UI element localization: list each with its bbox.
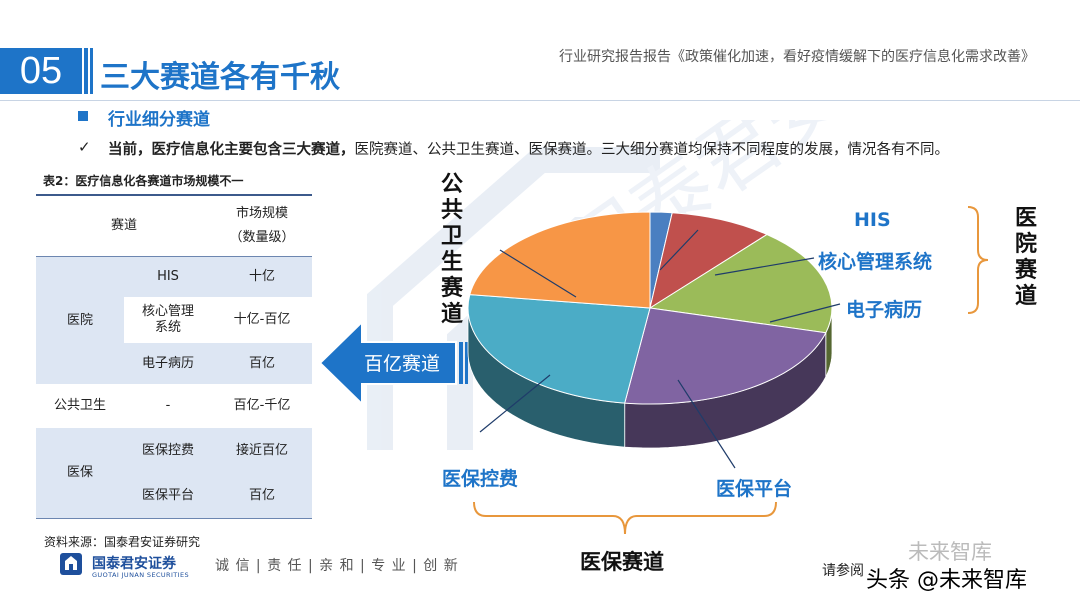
label-insurance-track: 医保赛道 bbox=[580, 550, 664, 574]
leader-control bbox=[479, 374, 551, 433]
pie-slice-core bbox=[649, 212, 769, 310]
insurance-bracket bbox=[473, 501, 777, 535]
table-cell-sub: - bbox=[165, 398, 171, 413]
label-his: HIS bbox=[854, 209, 891, 231]
pie-leader-lines bbox=[479, 229, 841, 469]
arrow-label: 百亿赛道 bbox=[363, 353, 440, 375]
pie-slice-platform bbox=[624, 307, 827, 405]
header-rule bbox=[0, 100, 1080, 101]
table-group-insurance: 医保 bbox=[36, 428, 124, 518]
pie-chart bbox=[467, 211, 841, 469]
table-cell-size: 十亿-百亿 bbox=[233, 312, 291, 327]
table-top-rule bbox=[36, 194, 312, 196]
summary-normal: 医院赛道、公共卫生赛道、医保赛道。三大细分赛道均保持不同程度的发展，情况各有不同… bbox=[354, 142, 950, 158]
bullet-square-icon bbox=[78, 111, 88, 121]
source-watermark: 头条 @未来智库 bbox=[866, 568, 1027, 593]
table-header-rule bbox=[36, 256, 312, 257]
leader-public bbox=[499, 249, 577, 298]
table-header-size: 市场规模 （数量级） bbox=[212, 196, 312, 256]
company-slogan: 诚 信 | 责 任 | 亲 和 | 专 业 | 创 新 bbox=[215, 558, 459, 574]
label-public-health-track: 公共卫生赛道 bbox=[440, 172, 463, 327]
table-header-size-line2: （数量级） bbox=[229, 230, 295, 245]
label-core-system: 核心管理系统 bbox=[818, 251, 933, 273]
footer-ref: 请参阅 bbox=[822, 563, 864, 579]
source-note: 资料来源：国泰君安证券研究 bbox=[44, 535, 201, 549]
table-group-hospital: 医院 bbox=[36, 257, 124, 384]
pie-slice-public bbox=[469, 211, 651, 309]
leader-platform bbox=[677, 379, 736, 469]
table-bottom-rule bbox=[36, 518, 312, 519]
table-cell-sub: 医保控费 bbox=[124, 428, 212, 474]
table-group-public: 公共卫生 bbox=[53, 398, 106, 413]
leader-his bbox=[659, 229, 699, 271]
table-cell-size: 百亿 bbox=[212, 474, 312, 518]
pie-tops bbox=[467, 211, 833, 405]
faded-watermark: 未来智库 bbox=[908, 540, 992, 564]
table-cell-size: 接近百亿 bbox=[212, 428, 312, 474]
section-divider bbox=[84, 48, 88, 94]
section-title: 三大赛道各有千秋 bbox=[100, 60, 340, 95]
table-cell-sub: HIS bbox=[124, 257, 212, 297]
summary-bold: 当前，医疗信息化主要包含三大赛道， bbox=[108, 142, 355, 158]
leader-core bbox=[714, 257, 815, 276]
table-header-size-line1: 市场规模 bbox=[235, 206, 288, 221]
company-logo-icon bbox=[60, 553, 82, 575]
report-note: 行业研究报告报告《政策催化加速，看好疫情缓解下的医疗信息化需求改善》 bbox=[559, 49, 1035, 65]
label-hospital-track: 医院赛道 bbox=[1014, 206, 1037, 309]
table-cell-size: 百亿-千亿 bbox=[233, 398, 291, 413]
table-cell-size: 百亿 bbox=[212, 343, 312, 384]
table-cell-size: 十亿 bbox=[212, 257, 312, 297]
pie-slice-emr bbox=[648, 233, 833, 334]
hospital-bracket bbox=[967, 206, 989, 314]
label-insurance-control: 医保控费 bbox=[442, 468, 519, 490]
table-cell-sub: 医保平台 bbox=[124, 474, 212, 518]
company-name: 国泰君安证券 bbox=[92, 556, 176, 572]
table-caption: 表2：医疗信息化各赛道市场规模不一 bbox=[43, 174, 244, 188]
section-number: 05 bbox=[0, 48, 82, 94]
leader-emr bbox=[769, 303, 841, 323]
pie-slice-control bbox=[467, 294, 651, 404]
table-header-track: 赛道 bbox=[110, 218, 137, 233]
table-cell-sub: 电子病历 bbox=[124, 343, 212, 384]
check-icon: ✓ bbox=[78, 138, 91, 156]
company-name-en: GUOTAI JUNAN SECURITIES bbox=[92, 571, 190, 579]
label-insurance-platform: 医保平台 bbox=[716, 478, 793, 500]
section-divider-2 bbox=[90, 48, 93, 94]
arrow-left-icon bbox=[318, 320, 468, 406]
label-emr: 电子病历 bbox=[846, 299, 923, 321]
subsection-title: 行业细分赛道 bbox=[108, 110, 210, 130]
table-cell-sub: 核心管理系统 bbox=[141, 304, 194, 335]
summary-text: 当前，医疗信息化主要包含三大赛道，医院赛道、公共卫生赛道、医保赛道。三大细分赛道… bbox=[108, 138, 949, 159]
